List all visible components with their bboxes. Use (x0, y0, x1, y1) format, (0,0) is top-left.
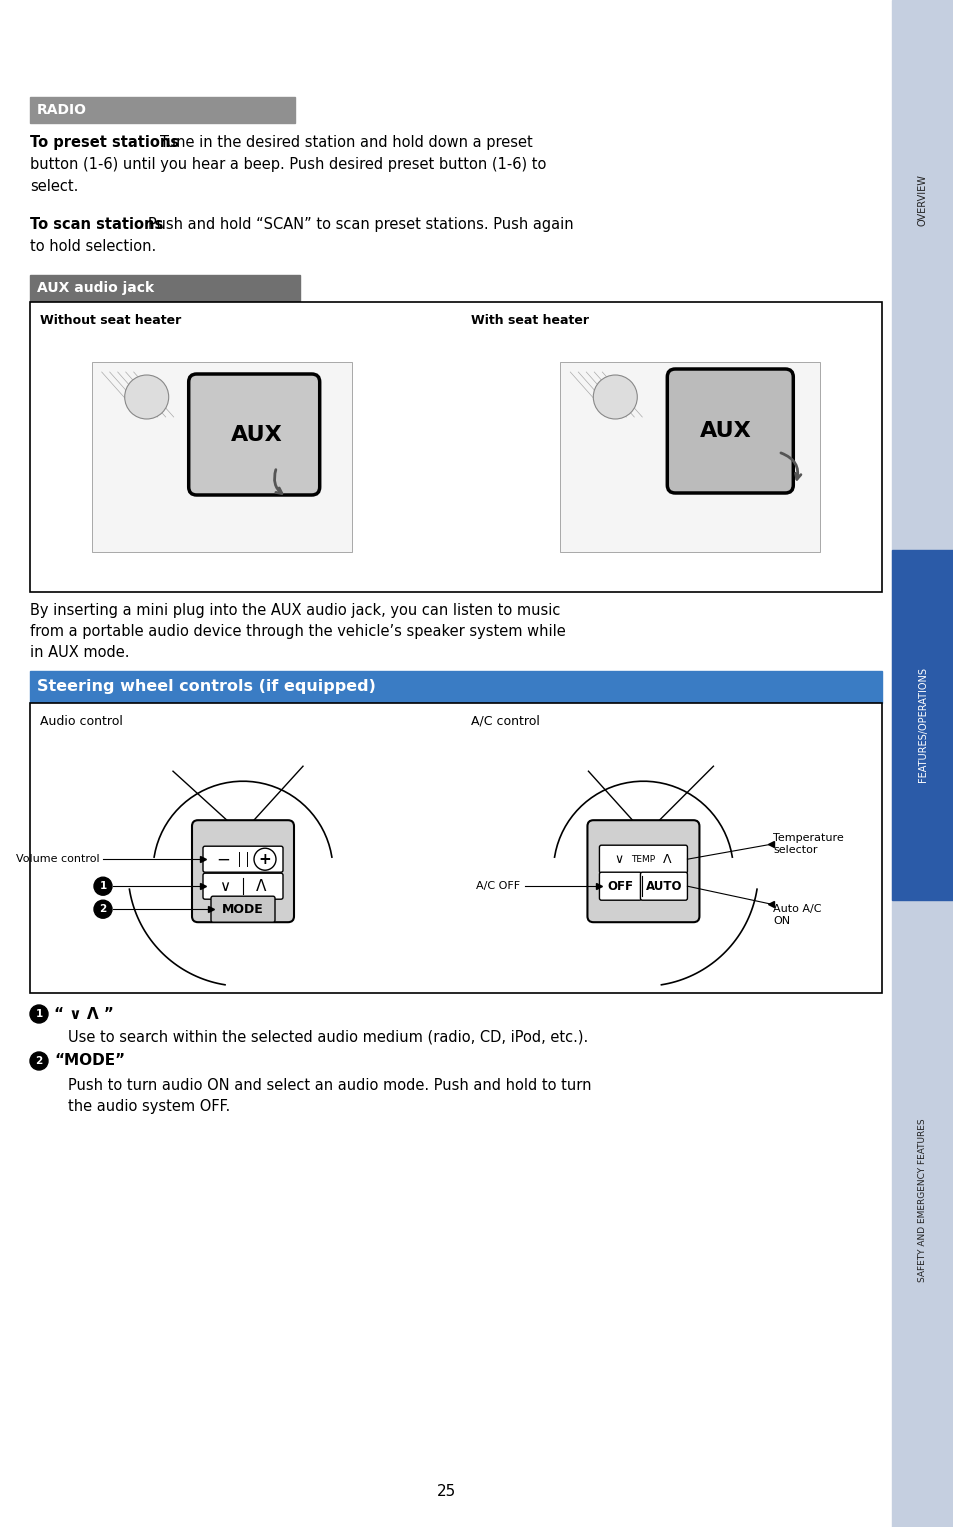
FancyBboxPatch shape (211, 896, 274, 922)
Text: from a portable audio device through the vehicle’s speaker system while: from a portable audio device through the… (30, 625, 565, 638)
Text: “ ∨ Λ ”: “ ∨ Λ ” (54, 1006, 113, 1022)
Bar (30, 302, 882, 592)
FancyBboxPatch shape (666, 370, 793, 493)
Circle shape (253, 847, 275, 870)
Circle shape (30, 1005, 48, 1023)
Bar (30, 702, 882, 993)
Text: Audio control: Audio control (40, 715, 123, 728)
Text: Auto A/C
ON: Auto A/C ON (773, 904, 821, 925)
Bar (559, 362, 820, 551)
Text: Tune in the desired station and hold down a preset: Tune in the desired station and hold dow… (160, 134, 532, 150)
FancyBboxPatch shape (189, 374, 319, 495)
Text: 25: 25 (436, 1484, 456, 1500)
Text: A/C control: A/C control (471, 715, 539, 728)
Text: Without seat heater: Without seat heater (40, 315, 181, 327)
FancyBboxPatch shape (639, 872, 687, 901)
Circle shape (94, 901, 112, 918)
Bar (30, 98, 294, 124)
FancyBboxPatch shape (203, 873, 283, 899)
Text: Push to turn audio ON and select an audio mode. Push and hold to turn: Push to turn audio ON and select an audi… (68, 1078, 591, 1093)
Text: AUX audio jack: AUX audio jack (37, 281, 154, 295)
Circle shape (30, 1052, 48, 1070)
Text: MODE: MODE (222, 902, 264, 916)
Text: 1: 1 (35, 1009, 43, 1019)
Text: RADIO: RADIO (37, 102, 87, 118)
Bar (891, 550, 953, 899)
Bar (91, 362, 352, 551)
Text: in AUX mode.: in AUX mode. (30, 644, 130, 660)
FancyBboxPatch shape (587, 820, 699, 922)
Text: With seat heater: With seat heater (471, 315, 588, 327)
Text: By inserting a mini plug into the AUX audio jack, you can listen to music: By inserting a mini plug into the AUX au… (30, 603, 559, 618)
Text: Push and hold “SCAN” to scan preset stations. Push again: Push and hold “SCAN” to scan preset stat… (148, 217, 573, 232)
Bar (891, 0, 953, 1527)
FancyBboxPatch shape (598, 872, 640, 901)
Bar (30, 275, 299, 301)
Text: A/C OFF: A/C OFF (476, 881, 520, 892)
FancyBboxPatch shape (192, 820, 294, 922)
Text: button (1-6) until you hear a beep. Push desired preset button (1-6) to: button (1-6) until you hear a beep. Push… (30, 157, 546, 173)
Text: Λ: Λ (662, 852, 671, 866)
Text: AUTO: AUTO (645, 880, 682, 893)
Bar (30, 670, 882, 702)
Text: −: − (215, 851, 230, 869)
Text: To preset stations: To preset stations (30, 134, 179, 150)
Text: AUX: AUX (699, 421, 750, 441)
Text: ∨: ∨ (219, 878, 231, 893)
Text: “MODE”: “MODE” (54, 1054, 125, 1067)
Circle shape (125, 376, 169, 418)
Circle shape (593, 376, 637, 418)
Text: Volume control: Volume control (16, 854, 100, 864)
FancyBboxPatch shape (203, 846, 283, 872)
Circle shape (94, 876, 112, 895)
Text: OVERVIEW: OVERVIEW (917, 174, 927, 226)
Text: +: + (258, 852, 271, 867)
Text: 1: 1 (99, 881, 107, 892)
Text: the audio system OFF.: the audio system OFF. (68, 1099, 230, 1115)
Text: SAFETY AND EMERGENCY FEATURES: SAFETY AND EMERGENCY FEATURES (918, 1118, 926, 1281)
Text: TEMP: TEMP (631, 855, 655, 864)
Text: To scan stations: To scan stations (30, 217, 163, 232)
Text: AUX: AUX (231, 425, 282, 444)
Text: FEATURES/OPERATIONS: FEATURES/OPERATIONS (917, 667, 927, 782)
Text: Steering wheel controls (if equipped): Steering wheel controls (if equipped) (37, 680, 375, 695)
Text: to hold selection.: to hold selection. (30, 240, 156, 253)
Text: 2: 2 (35, 1057, 43, 1066)
Text: select.: select. (30, 179, 78, 194)
Text: Temperature
selector: Temperature selector (773, 834, 843, 855)
Text: OFF: OFF (607, 880, 633, 893)
Text: Use to search within the selected audio medium (radio, CD, iPod, etc.).: Use to search within the selected audio … (68, 1031, 588, 1044)
Text: ∨: ∨ (615, 852, 623, 866)
FancyBboxPatch shape (598, 846, 687, 873)
Text: 2: 2 (99, 904, 107, 915)
Text: Λ: Λ (255, 878, 266, 893)
